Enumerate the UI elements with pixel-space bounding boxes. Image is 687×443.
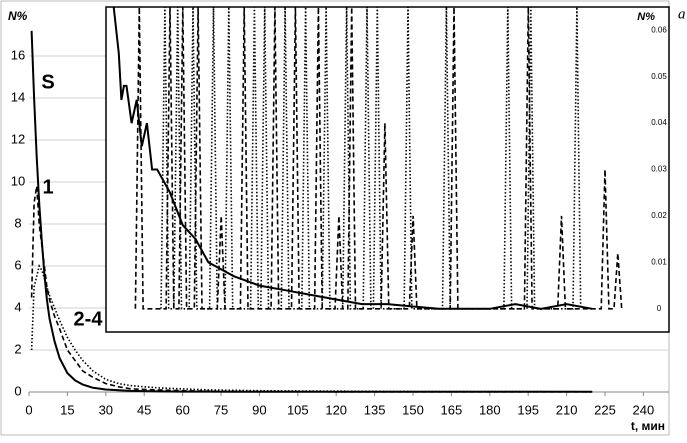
x-tick-label: 150	[402, 402, 424, 417]
y-tick-label: 14	[11, 89, 25, 104]
series-label: S	[41, 71, 54, 93]
x-tick-label: 60	[175, 402, 189, 417]
series-line	[30, 186, 593, 393]
y-tick-label: 16	[11, 47, 25, 62]
y-tick-label: 2	[14, 341, 21, 356]
x-tick-label: 30	[99, 402, 113, 417]
series-line	[160, 7, 582, 310]
y2-label: N%	[637, 11, 655, 23]
y2-tick-label: 0.05	[651, 72, 667, 81]
x-tick-label: 180	[479, 402, 501, 417]
series-line	[112, 7, 593, 310]
series-label: 1	[42, 176, 53, 198]
x-tick-label: 225	[594, 402, 616, 417]
x-tick-label: 135	[364, 402, 386, 417]
x-tick-label: 15	[60, 402, 74, 417]
y2-tick-label: 0.04	[651, 118, 667, 127]
x-tick-label: 210	[556, 402, 578, 417]
series-line	[30, 263, 593, 393]
y2-tick-label: 0.02	[651, 211, 667, 220]
x-tick-label: 120	[325, 402, 347, 417]
x-tick-label: 165	[441, 402, 463, 417]
inset-plot: 0 0.01 0.02 0.03 0.04 0.05 0.06	[112, 7, 667, 313]
y2-tick-label: 0	[657, 304, 662, 313]
y-tick-label: 0	[14, 383, 21, 398]
y2-tick-label: 0.01	[651, 257, 667, 266]
x-tick-label: 105	[287, 402, 309, 417]
y2-tick-label: 0.03	[651, 165, 667, 174]
y-tick-label: 12	[11, 131, 25, 146]
x-label: t, мин	[631, 419, 665, 433]
y2-tick-label: 0.06	[651, 25, 667, 34]
x-tick-label: 75	[214, 402, 228, 417]
y-tick-label: 6	[14, 257, 21, 272]
x-tick-label: 45	[137, 402, 151, 417]
y-label: N%	[8, 9, 28, 23]
x-tick-label: 0	[25, 402, 32, 417]
y-tick-label: 4	[14, 299, 21, 314]
series-line	[134, 7, 623, 310]
x-tick-label: 195	[517, 402, 539, 417]
x-tick-label: 240	[633, 402, 655, 417]
x-tick-label: 90	[252, 402, 266, 417]
y-tick-label: 10	[11, 173, 25, 188]
y-tick-label: 8	[14, 215, 21, 230]
panel-label: a	[678, 6, 686, 22]
series-label: 2-4	[74, 308, 104, 330]
